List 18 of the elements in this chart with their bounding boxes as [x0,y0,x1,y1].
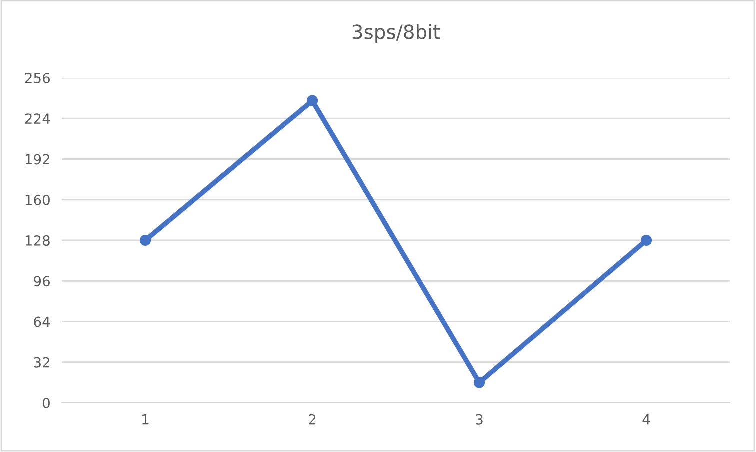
x-tick-label: 2 [309,414,316,425]
y-tick-label: 128 [26,235,50,246]
y-tick-label: 0 [42,398,50,408]
y-tick-label: 160 [26,194,50,206]
y-tick-label: 256 [25,72,50,84]
x-tick-label: 4 [642,414,650,425]
chart-title: 3sps/8bit [352,24,440,44]
point [474,377,486,388]
y-tick-label: 96 [34,276,50,287]
y-tick-label: 224 [25,114,50,124]
point [140,234,152,246]
x-tick-label: 1 [142,414,149,425]
point [306,95,318,106]
y-tick-label: 64 [34,316,50,328]
point [640,234,652,246]
y-tick-label: 192 [26,154,50,165]
y-tick-label: 32 [34,357,50,368]
x-tick-label: 3 [476,414,483,425]
